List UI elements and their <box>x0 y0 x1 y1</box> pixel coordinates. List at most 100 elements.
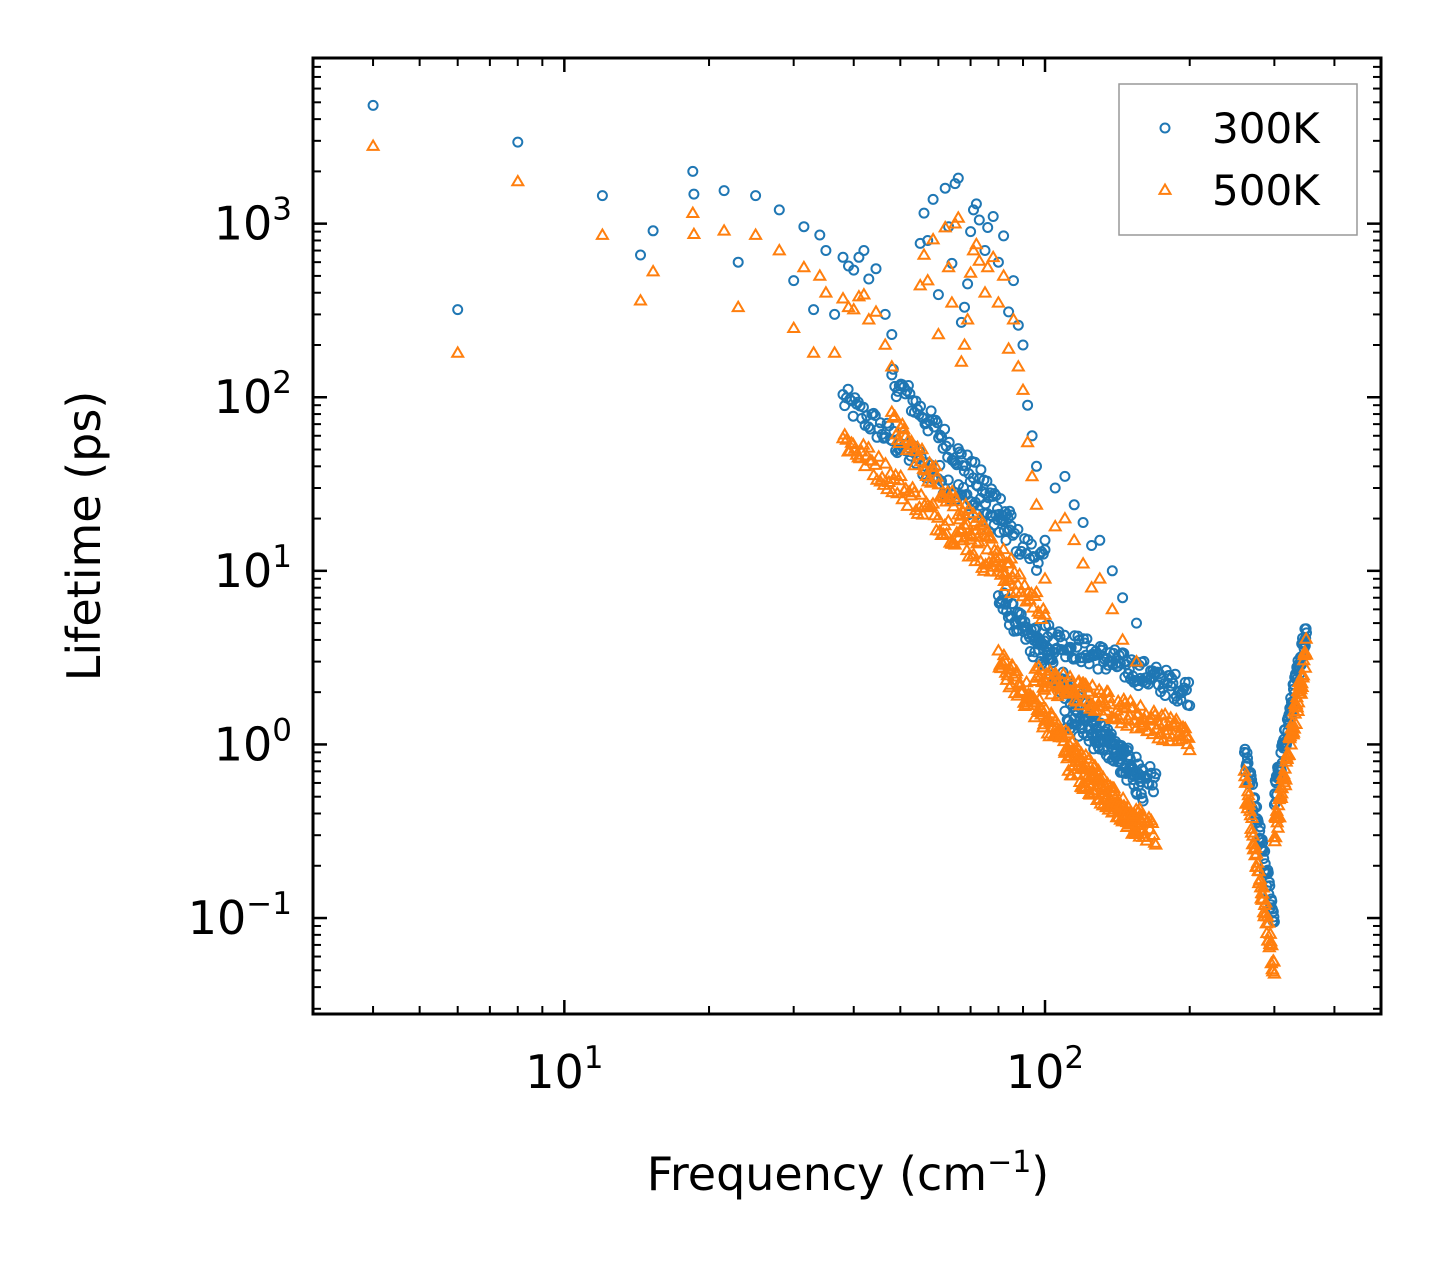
point-300k <box>982 222 994 233</box>
point-500k <box>877 337 893 350</box>
point-500k <box>997 653 1013 666</box>
point-500k <box>1075 556 1091 569</box>
point-500k <box>1085 678 1100 691</box>
point-500k <box>1264 937 1280 951</box>
point-500k <box>966 506 981 519</box>
point-500k <box>1298 660 1313 673</box>
point-500k <box>645 264 661 277</box>
point-500k <box>861 312 877 325</box>
point-500k <box>1115 632 1130 645</box>
point-500k <box>856 287 872 300</box>
point-300k <box>798 221 810 233</box>
point-300k <box>1119 671 1131 683</box>
point-500k <box>985 249 1001 263</box>
point-300k <box>1066 718 1078 730</box>
point-300k <box>1007 598 1019 610</box>
point-500k <box>1025 600 1041 613</box>
point-500k <box>996 647 1012 661</box>
point-500k <box>1108 710 1124 724</box>
point-300k <box>1159 690 1171 701</box>
point-500k <box>915 507 931 520</box>
point-500k <box>1283 737 1299 750</box>
point-500k <box>1038 701 1054 715</box>
point-500k <box>1255 880 1271 893</box>
data-markers <box>365 99 1314 979</box>
point-500k <box>686 226 702 239</box>
point-500k <box>1092 571 1108 584</box>
point-300k <box>848 264 860 276</box>
point-300k <box>922 235 934 246</box>
point-500k <box>988 551 1004 564</box>
point-300k <box>1059 470 1071 482</box>
point-500k <box>839 432 854 445</box>
point-500k <box>1057 511 1073 524</box>
point-500k <box>796 259 812 273</box>
point-300k <box>788 275 800 287</box>
point-300k <box>688 188 700 200</box>
point-500k <box>1046 676 1061 689</box>
point-300k <box>1179 676 1191 688</box>
point-500k <box>944 484 960 497</box>
point-500k <box>1024 468 1040 482</box>
point-300k <box>1183 676 1195 688</box>
point-500k <box>925 496 941 509</box>
point-500k <box>748 227 763 240</box>
point-500k <box>1277 761 1293 774</box>
point-500k <box>951 210 966 223</box>
point-500k <box>944 295 960 308</box>
point-500k <box>595 227 610 240</box>
point-500k <box>884 359 900 372</box>
point-500k <box>1169 712 1184 725</box>
point-500k <box>1294 679 1310 692</box>
point-500k <box>1267 966 1282 979</box>
point-500k <box>1274 780 1290 794</box>
point-500k <box>1270 820 1286 833</box>
point-300k <box>959 301 970 313</box>
point-300k <box>955 316 967 328</box>
point-300k <box>814 229 826 241</box>
y-tick-label: 100 <box>214 712 292 771</box>
point-500k <box>920 273 935 286</box>
point-500k <box>991 643 1006 656</box>
point-500k <box>980 259 995 273</box>
point-300k <box>452 304 464 316</box>
point-300k <box>868 407 880 419</box>
point-500k <box>1071 757 1086 770</box>
point-500k <box>1299 647 1314 660</box>
point-500k <box>969 236 984 250</box>
point-500k <box>930 510 946 523</box>
point-500k <box>685 205 701 218</box>
legend-label-300k: 300K <box>1212 104 1321 153</box>
point-500k <box>1261 915 1277 928</box>
point-500k <box>996 268 1011 281</box>
point-300k <box>992 256 1004 268</box>
point-500k <box>1122 708 1137 721</box>
point-500k <box>1272 810 1287 823</box>
point-300k <box>979 245 991 256</box>
point-500k <box>1029 584 1044 598</box>
point-500k <box>1037 607 1053 620</box>
y-tick-label: 102 <box>214 365 292 424</box>
point-500k <box>984 531 999 544</box>
point-500k <box>1155 732 1171 746</box>
point-500k <box>1022 592 1037 605</box>
x-tick-label: 102 <box>1006 1040 1084 1099</box>
point-500k <box>1244 810 1260 823</box>
point-500k <box>913 454 928 467</box>
point-300k <box>1122 742 1134 754</box>
point-500k <box>963 265 978 278</box>
point-500k <box>812 268 828 281</box>
point-500k <box>856 437 871 450</box>
point-300k <box>853 251 865 263</box>
point-300k <box>975 464 987 476</box>
point-500k <box>1009 663 1024 677</box>
point-300k <box>915 400 926 412</box>
point-500k <box>868 457 883 470</box>
point-300k <box>987 211 999 222</box>
point-300k <box>886 329 898 340</box>
point-500k <box>879 481 895 495</box>
point-500k <box>1037 682 1052 695</box>
point-500k <box>827 345 842 358</box>
point-300k <box>1022 399 1034 411</box>
point-300k <box>995 493 1006 505</box>
